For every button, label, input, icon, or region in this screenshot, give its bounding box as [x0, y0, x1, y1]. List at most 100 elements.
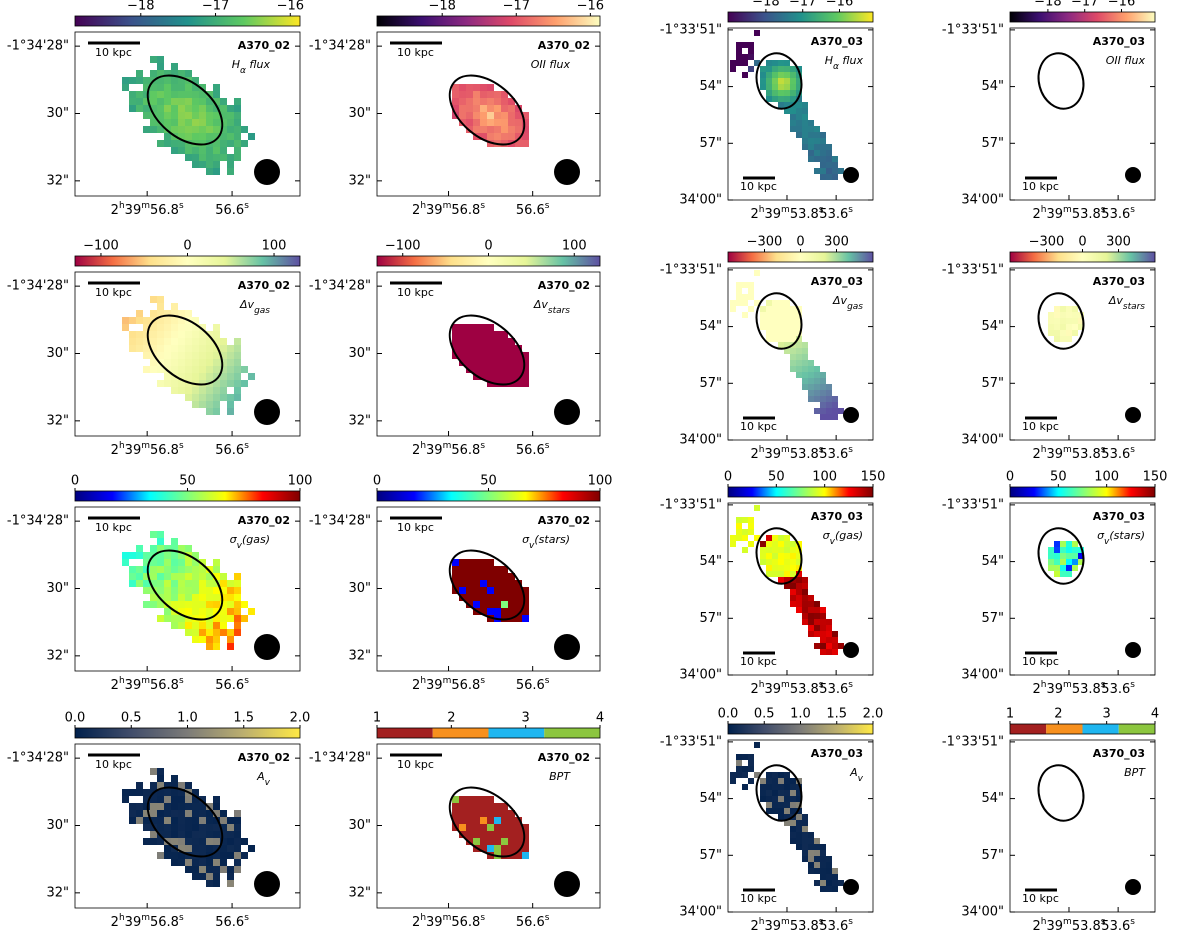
map-pixel — [199, 401, 206, 408]
map-pixel — [736, 288, 742, 294]
beam — [843, 879, 859, 895]
map-pixel — [234, 119, 241, 126]
text-part: α — [240, 66, 246, 76]
map-pixel — [213, 331, 220, 338]
map-pixel — [213, 373, 220, 380]
map-pixel — [129, 552, 136, 559]
map-pixel — [234, 126, 241, 133]
map-pixel — [790, 108, 796, 114]
map-pixel — [459, 559, 466, 566]
colorbar-frame — [1009, 723, 1156, 735]
map-pixel — [772, 778, 778, 784]
map-pixel — [1054, 306, 1060, 312]
map-pixel — [220, 345, 227, 352]
map-pixel — [227, 880, 234, 887]
map-pixel — [772, 306, 778, 312]
map-pixel — [508, 845, 515, 852]
map-pixel — [522, 594, 529, 601]
map-pixel — [501, 587, 508, 594]
map-pixel — [150, 338, 157, 345]
map-pixel — [494, 112, 501, 119]
map-pixel — [802, 102, 808, 108]
map-pixel — [832, 168, 838, 174]
map-pixel — [213, 573, 220, 580]
map-pixel — [143, 573, 150, 580]
map-pixel — [150, 566, 157, 573]
map-pixel — [826, 396, 832, 402]
quantity-label: OII flux — [531, 58, 571, 71]
map-pixel — [213, 796, 220, 803]
map-pixel — [501, 133, 508, 140]
map-pixel — [784, 553, 790, 559]
map-pixel — [452, 810, 459, 817]
map-pixel — [820, 862, 826, 868]
map-pixel — [494, 566, 501, 573]
map-pixel — [515, 838, 522, 845]
map-pixel — [178, 594, 185, 601]
map-pixel — [171, 587, 178, 594]
map-pixel — [796, 565, 802, 571]
text-part: v — [237, 541, 243, 551]
map-pixel — [1054, 312, 1060, 318]
map-pixel — [220, 838, 227, 845]
map-pixel — [760, 306, 766, 312]
map-pixel — [480, 566, 487, 573]
map-pixel — [501, 98, 508, 105]
map-pixel — [220, 866, 227, 873]
colorbar — [728, 12, 873, 22]
map-pixel — [157, 615, 164, 622]
map-pixel — [766, 312, 772, 318]
map-pixel — [487, 119, 494, 126]
scale-bar-label: 10 kpc — [1022, 420, 1059, 433]
map-pixel — [466, 84, 473, 91]
text-part: 2 — [750, 447, 758, 462]
map-pixel — [790, 66, 796, 72]
colorbar-segment — [1082, 724, 1119, 734]
map-pixel — [480, 352, 487, 359]
map-pixel — [171, 852, 178, 859]
map-pixel — [508, 105, 515, 112]
map-pixel — [143, 84, 150, 91]
map-pixel — [778, 559, 784, 565]
map-pixel — [814, 850, 820, 856]
map-pixel — [164, 133, 171, 140]
map-pixel — [466, 573, 473, 580]
map-pixel — [213, 643, 220, 650]
map-pixel — [814, 378, 820, 384]
map-pixel — [473, 105, 480, 112]
x-tick-label: 2h39m56.8s — [111, 201, 184, 218]
map-pixel — [199, 380, 206, 387]
map-pixel — [206, 373, 213, 380]
colorbar-frame — [376, 15, 601, 27]
map-pixel — [790, 565, 796, 571]
map-pixel — [192, 824, 199, 831]
aperture-ellipse — [146, 786, 224, 858]
quantity-label: Δvstars — [533, 298, 570, 316]
map-pixel — [772, 90, 778, 96]
map-pixel — [178, 77, 185, 84]
map-pixel — [501, 140, 508, 147]
map-pixel — [748, 523, 754, 529]
map-pixel — [164, 782, 171, 789]
text-part: s — [179, 441, 184, 451]
map-pixel — [178, 852, 185, 859]
map-pixel — [227, 845, 234, 852]
map-pixel — [143, 366, 150, 373]
map-pixel — [234, 587, 241, 594]
map-pixel — [784, 778, 790, 784]
map-pixel — [213, 838, 220, 845]
map-pixel — [494, 119, 501, 126]
map-pixel — [760, 796, 766, 802]
map-pixel — [820, 162, 826, 168]
map-pixel — [838, 880, 844, 886]
map-pixel — [820, 138, 826, 144]
map-pixel — [522, 587, 529, 594]
map-pixel — [171, 338, 178, 345]
text-part: v — [830, 537, 836, 547]
map-pixel — [802, 607, 808, 613]
aperture-ellipse — [146, 74, 224, 146]
map-pixel — [459, 810, 466, 817]
map-pixel — [1072, 306, 1078, 312]
map-pixel — [814, 619, 820, 625]
